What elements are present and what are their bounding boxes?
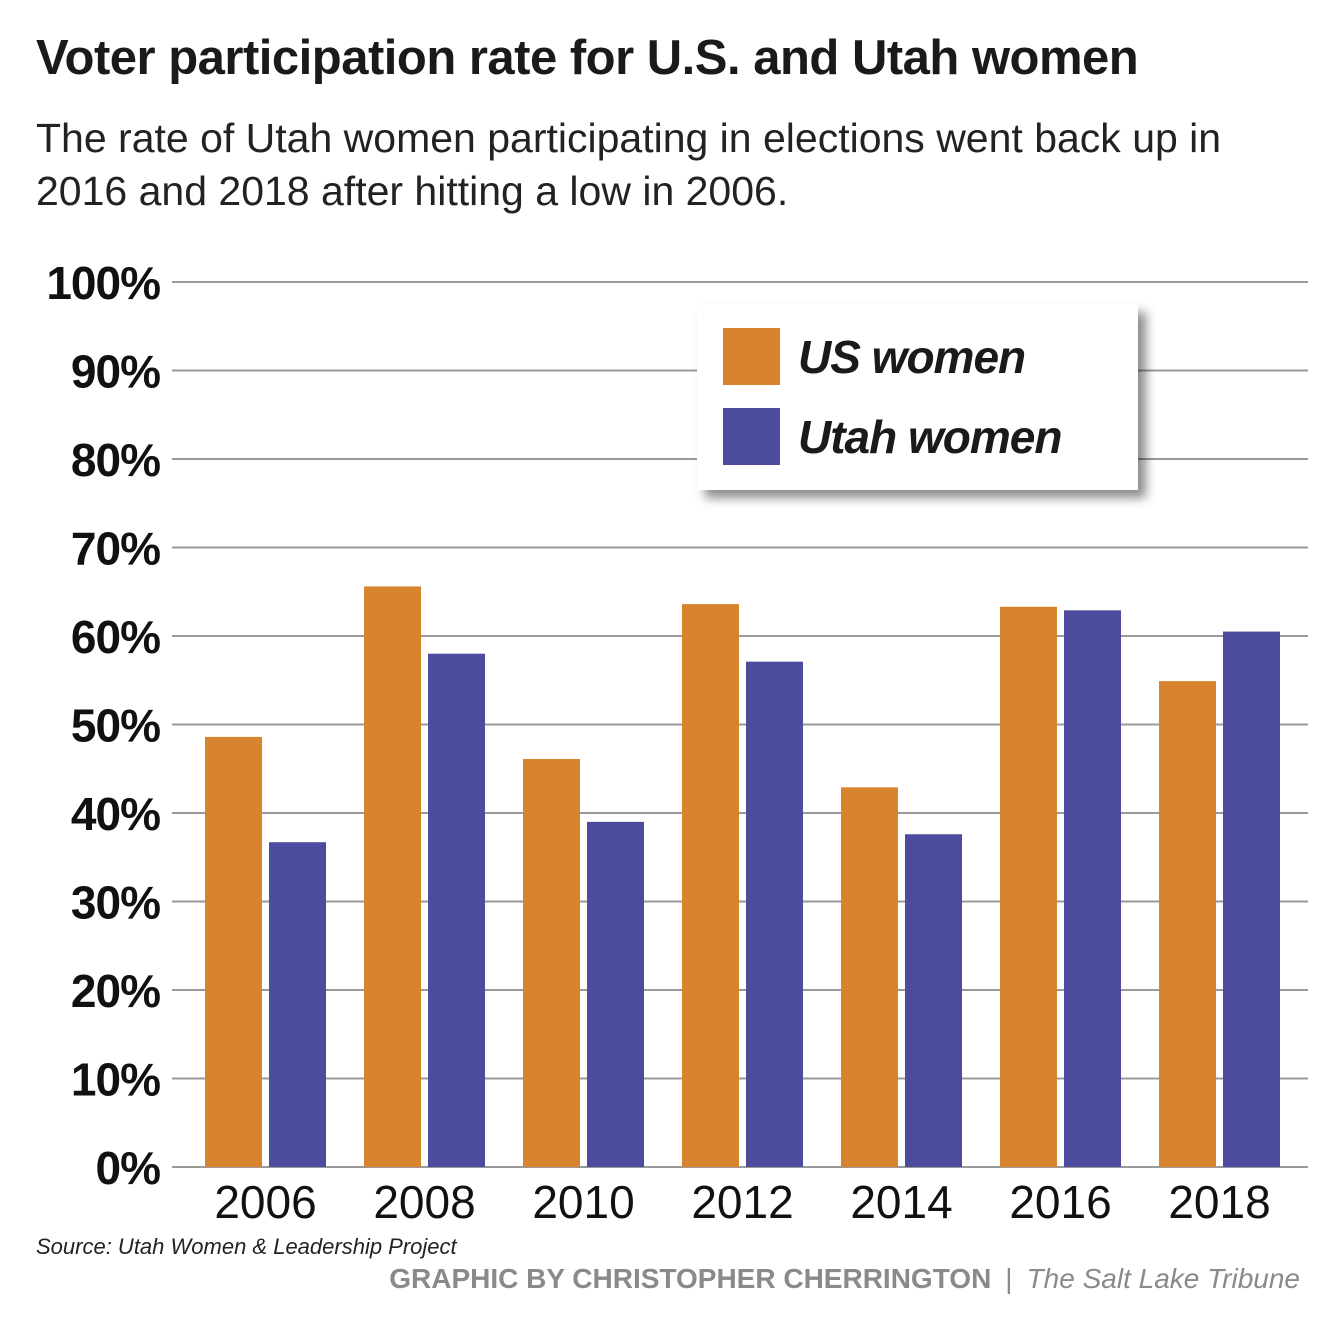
bar-us-2016 xyxy=(1000,606,1057,1167)
x-tick-label: 2008 xyxy=(373,1176,475,1228)
bar-utah-2006 xyxy=(269,842,326,1167)
publisher-name: The Salt Lake Tribune xyxy=(1026,1263,1300,1294)
bar-utah-2018 xyxy=(1223,631,1280,1167)
bar-us-2012 xyxy=(682,604,739,1167)
y-tick-label: 30% xyxy=(71,877,160,929)
y-tick-label: 50% xyxy=(71,700,160,752)
bar-utah-2014 xyxy=(905,834,962,1167)
chart-title: Voter participation rate for U.S. and Ut… xyxy=(36,31,1139,85)
y-tick-label: 0% xyxy=(96,1142,161,1194)
x-tick-label: 2010 xyxy=(532,1176,634,1228)
bar-us-2014 xyxy=(841,787,898,1167)
x-tick-label: 2016 xyxy=(1009,1176,1111,1228)
credit-line: GRAPHIC BY CHRISTOPHER CHERRINGTON | The S… xyxy=(389,1263,1300,1295)
y-tick-label: 60% xyxy=(71,611,160,663)
bar-us-2008 xyxy=(364,586,421,1167)
y-tick-label: 70% xyxy=(71,523,160,575)
y-tick-label: 20% xyxy=(71,965,160,1017)
x-tick-label: 2014 xyxy=(850,1176,952,1228)
y-tick-label: 10% xyxy=(71,1054,160,1106)
bar-utah-2008 xyxy=(428,653,485,1167)
bar-us-2010 xyxy=(523,759,580,1167)
bar-utah-2010 xyxy=(587,821,644,1167)
legend-label-us: US women xyxy=(798,330,1026,383)
graphic-credit: GRAPHIC BY CHRISTOPHER CHERRINGTON xyxy=(389,1263,992,1294)
x-tick-label: 2012 xyxy=(691,1176,793,1228)
legend-item-us: US women xyxy=(723,328,1026,385)
source-note: Source: Utah Women & Leadership Project xyxy=(36,1234,457,1259)
legend-label-utah: Utah women xyxy=(798,410,1062,463)
y-tick-label: 80% xyxy=(71,434,160,486)
bar-utah-2016 xyxy=(1064,610,1121,1167)
legend-item-utah: Utah women xyxy=(723,408,1062,465)
legend-swatch-us xyxy=(723,328,780,385)
bar-utah-2012 xyxy=(746,661,803,1167)
chart-subtitle: The rate of Utah women participating in … xyxy=(36,115,1222,214)
legend-swatch-utah xyxy=(723,408,780,465)
credit-separator: | xyxy=(1005,1263,1013,1294)
x-tick-label: 2006 xyxy=(214,1176,316,1228)
x-tick-label: 2018 xyxy=(1168,1176,1270,1228)
bar-us-2018 xyxy=(1159,681,1216,1167)
y-tick-label: 90% xyxy=(71,346,160,398)
legend: US women Utah women xyxy=(697,304,1138,490)
bar-us-2006 xyxy=(205,736,262,1167)
y-tick-label: 40% xyxy=(71,788,160,840)
y-tick-label: 100% xyxy=(46,257,160,309)
